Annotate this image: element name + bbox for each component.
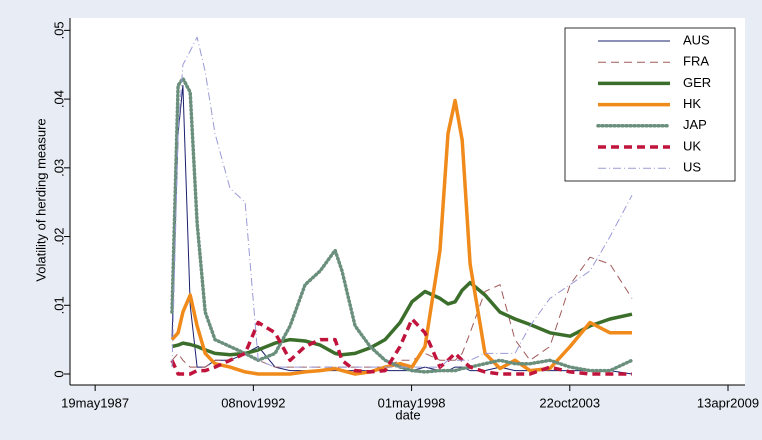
y-tick-label: .01: [51, 296, 66, 314]
legend-label: FRA: [683, 54, 709, 69]
legend-label: HK: [683, 96, 701, 111]
y-tick-label: .02: [51, 228, 66, 246]
legend-label: US: [683, 160, 701, 175]
x-tick-label: 19may1987: [61, 395, 129, 410]
y-tick-label: .04: [51, 90, 66, 108]
y-tick-label: .03: [51, 159, 66, 177]
series-line: [171, 36, 633, 368]
series-line: [170, 317, 632, 376]
y-tick-label: .05: [51, 21, 66, 39]
series-line: [171, 280, 633, 357]
y-axis-title: Volatility of herding measure: [33, 118, 48, 281]
legend-label: JAP: [683, 117, 707, 132]
x-tick-label: 22oct2003: [539, 395, 600, 410]
x-tick-label: 13apr2009: [697, 395, 759, 410]
legend-label: AUS: [683, 32, 710, 47]
y-tick-label: 0: [51, 370, 66, 377]
legend-label: UK: [683, 138, 701, 153]
x-tick-label: 01may1998: [378, 395, 446, 410]
legend-label: GER: [683, 75, 711, 90]
x-tick-label: 08nov1992: [221, 395, 285, 410]
series-line: [170, 76, 634, 374]
x-axis-title: date: [395, 407, 420, 422]
